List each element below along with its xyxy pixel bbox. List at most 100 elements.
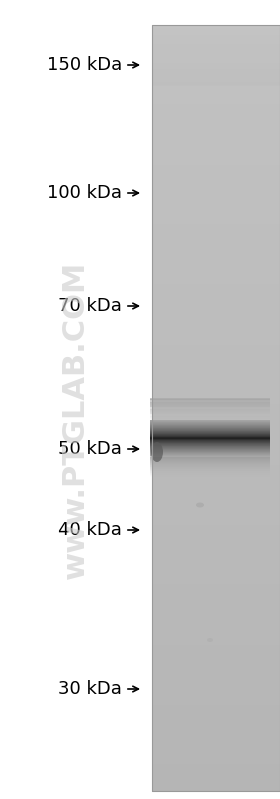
Bar bbox=[152, 622, 280, 625]
Bar bbox=[150, 457, 270, 458]
Bar bbox=[152, 167, 280, 169]
Bar bbox=[152, 650, 280, 652]
Bar bbox=[152, 787, 280, 789]
Bar bbox=[152, 163, 280, 165]
Bar bbox=[152, 618, 280, 621]
Bar bbox=[152, 443, 280, 445]
Bar bbox=[150, 405, 270, 407]
Bar bbox=[152, 240, 280, 242]
Bar bbox=[152, 213, 280, 215]
Bar bbox=[152, 55, 280, 57]
Bar bbox=[152, 96, 280, 98]
Bar bbox=[152, 360, 280, 363]
Bar bbox=[152, 642, 280, 644]
Bar bbox=[152, 666, 280, 669]
Bar bbox=[152, 703, 280, 706]
Bar bbox=[152, 333, 280, 336]
Bar bbox=[152, 477, 280, 479]
Bar bbox=[152, 25, 280, 27]
Bar bbox=[152, 573, 280, 575]
Bar bbox=[152, 281, 280, 284]
Text: 100 kDa: 100 kDa bbox=[47, 184, 122, 202]
Bar bbox=[152, 705, 280, 707]
Bar bbox=[152, 632, 280, 634]
Bar bbox=[152, 71, 280, 74]
Bar bbox=[152, 284, 280, 286]
Bar bbox=[152, 655, 280, 658]
Bar bbox=[152, 341, 280, 344]
Bar bbox=[152, 50, 280, 52]
Bar bbox=[152, 88, 280, 90]
Bar bbox=[152, 370, 280, 372]
Bar bbox=[152, 502, 280, 504]
Bar bbox=[152, 558, 280, 560]
Bar bbox=[152, 73, 280, 74]
Bar bbox=[152, 525, 280, 527]
Bar bbox=[152, 381, 280, 384]
Bar bbox=[152, 310, 280, 312]
Bar bbox=[152, 372, 280, 374]
Bar bbox=[152, 358, 280, 360]
Bar bbox=[152, 427, 280, 430]
Bar bbox=[152, 586, 280, 589]
Bar bbox=[152, 785, 280, 788]
Bar bbox=[152, 180, 280, 182]
Bar bbox=[152, 217, 280, 219]
Bar bbox=[152, 364, 280, 367]
Bar bbox=[152, 59, 280, 61]
Bar bbox=[152, 469, 280, 471]
Bar bbox=[150, 403, 270, 404]
Bar bbox=[152, 387, 280, 389]
Bar bbox=[152, 61, 280, 62]
Bar bbox=[152, 551, 280, 554]
Bar bbox=[150, 409, 270, 411]
Bar bbox=[152, 225, 280, 227]
Bar bbox=[152, 247, 280, 249]
Bar bbox=[152, 66, 280, 67]
Bar bbox=[152, 439, 280, 441]
Bar bbox=[152, 590, 280, 592]
Bar bbox=[152, 259, 280, 261]
Bar bbox=[152, 169, 280, 171]
Bar bbox=[150, 412, 270, 414]
Bar bbox=[152, 339, 280, 341]
Bar bbox=[152, 67, 280, 70]
Bar bbox=[152, 76, 280, 78]
Bar bbox=[152, 27, 280, 30]
Bar bbox=[152, 148, 280, 150]
Bar bbox=[152, 255, 280, 257]
Bar bbox=[152, 134, 280, 137]
Bar bbox=[152, 82, 280, 84]
Ellipse shape bbox=[196, 503, 204, 507]
Bar bbox=[152, 79, 280, 81]
Bar bbox=[152, 62, 280, 63]
Bar bbox=[152, 260, 280, 263]
Bar bbox=[152, 244, 280, 246]
Bar bbox=[152, 336, 280, 338]
Bar bbox=[152, 380, 280, 382]
Bar bbox=[152, 701, 280, 703]
Bar bbox=[152, 337, 280, 340]
Bar bbox=[152, 81, 280, 83]
Bar bbox=[150, 467, 270, 468]
Bar bbox=[152, 316, 280, 319]
Bar bbox=[152, 221, 280, 223]
Bar bbox=[152, 479, 280, 481]
Bar bbox=[152, 109, 280, 112]
Bar bbox=[152, 49, 280, 50]
Ellipse shape bbox=[151, 442, 163, 462]
Bar bbox=[150, 468, 270, 469]
Bar bbox=[152, 86, 280, 89]
Bar bbox=[152, 391, 280, 393]
Bar bbox=[152, 686, 280, 688]
Bar bbox=[150, 411, 270, 413]
Bar bbox=[152, 83, 280, 85]
Bar bbox=[152, 40, 280, 42]
Bar bbox=[150, 474, 270, 475]
Bar bbox=[152, 536, 280, 539]
Bar bbox=[152, 192, 280, 194]
Bar bbox=[152, 41, 280, 42]
Bar bbox=[152, 376, 280, 378]
Bar bbox=[152, 157, 280, 160]
Bar bbox=[152, 56, 280, 58]
